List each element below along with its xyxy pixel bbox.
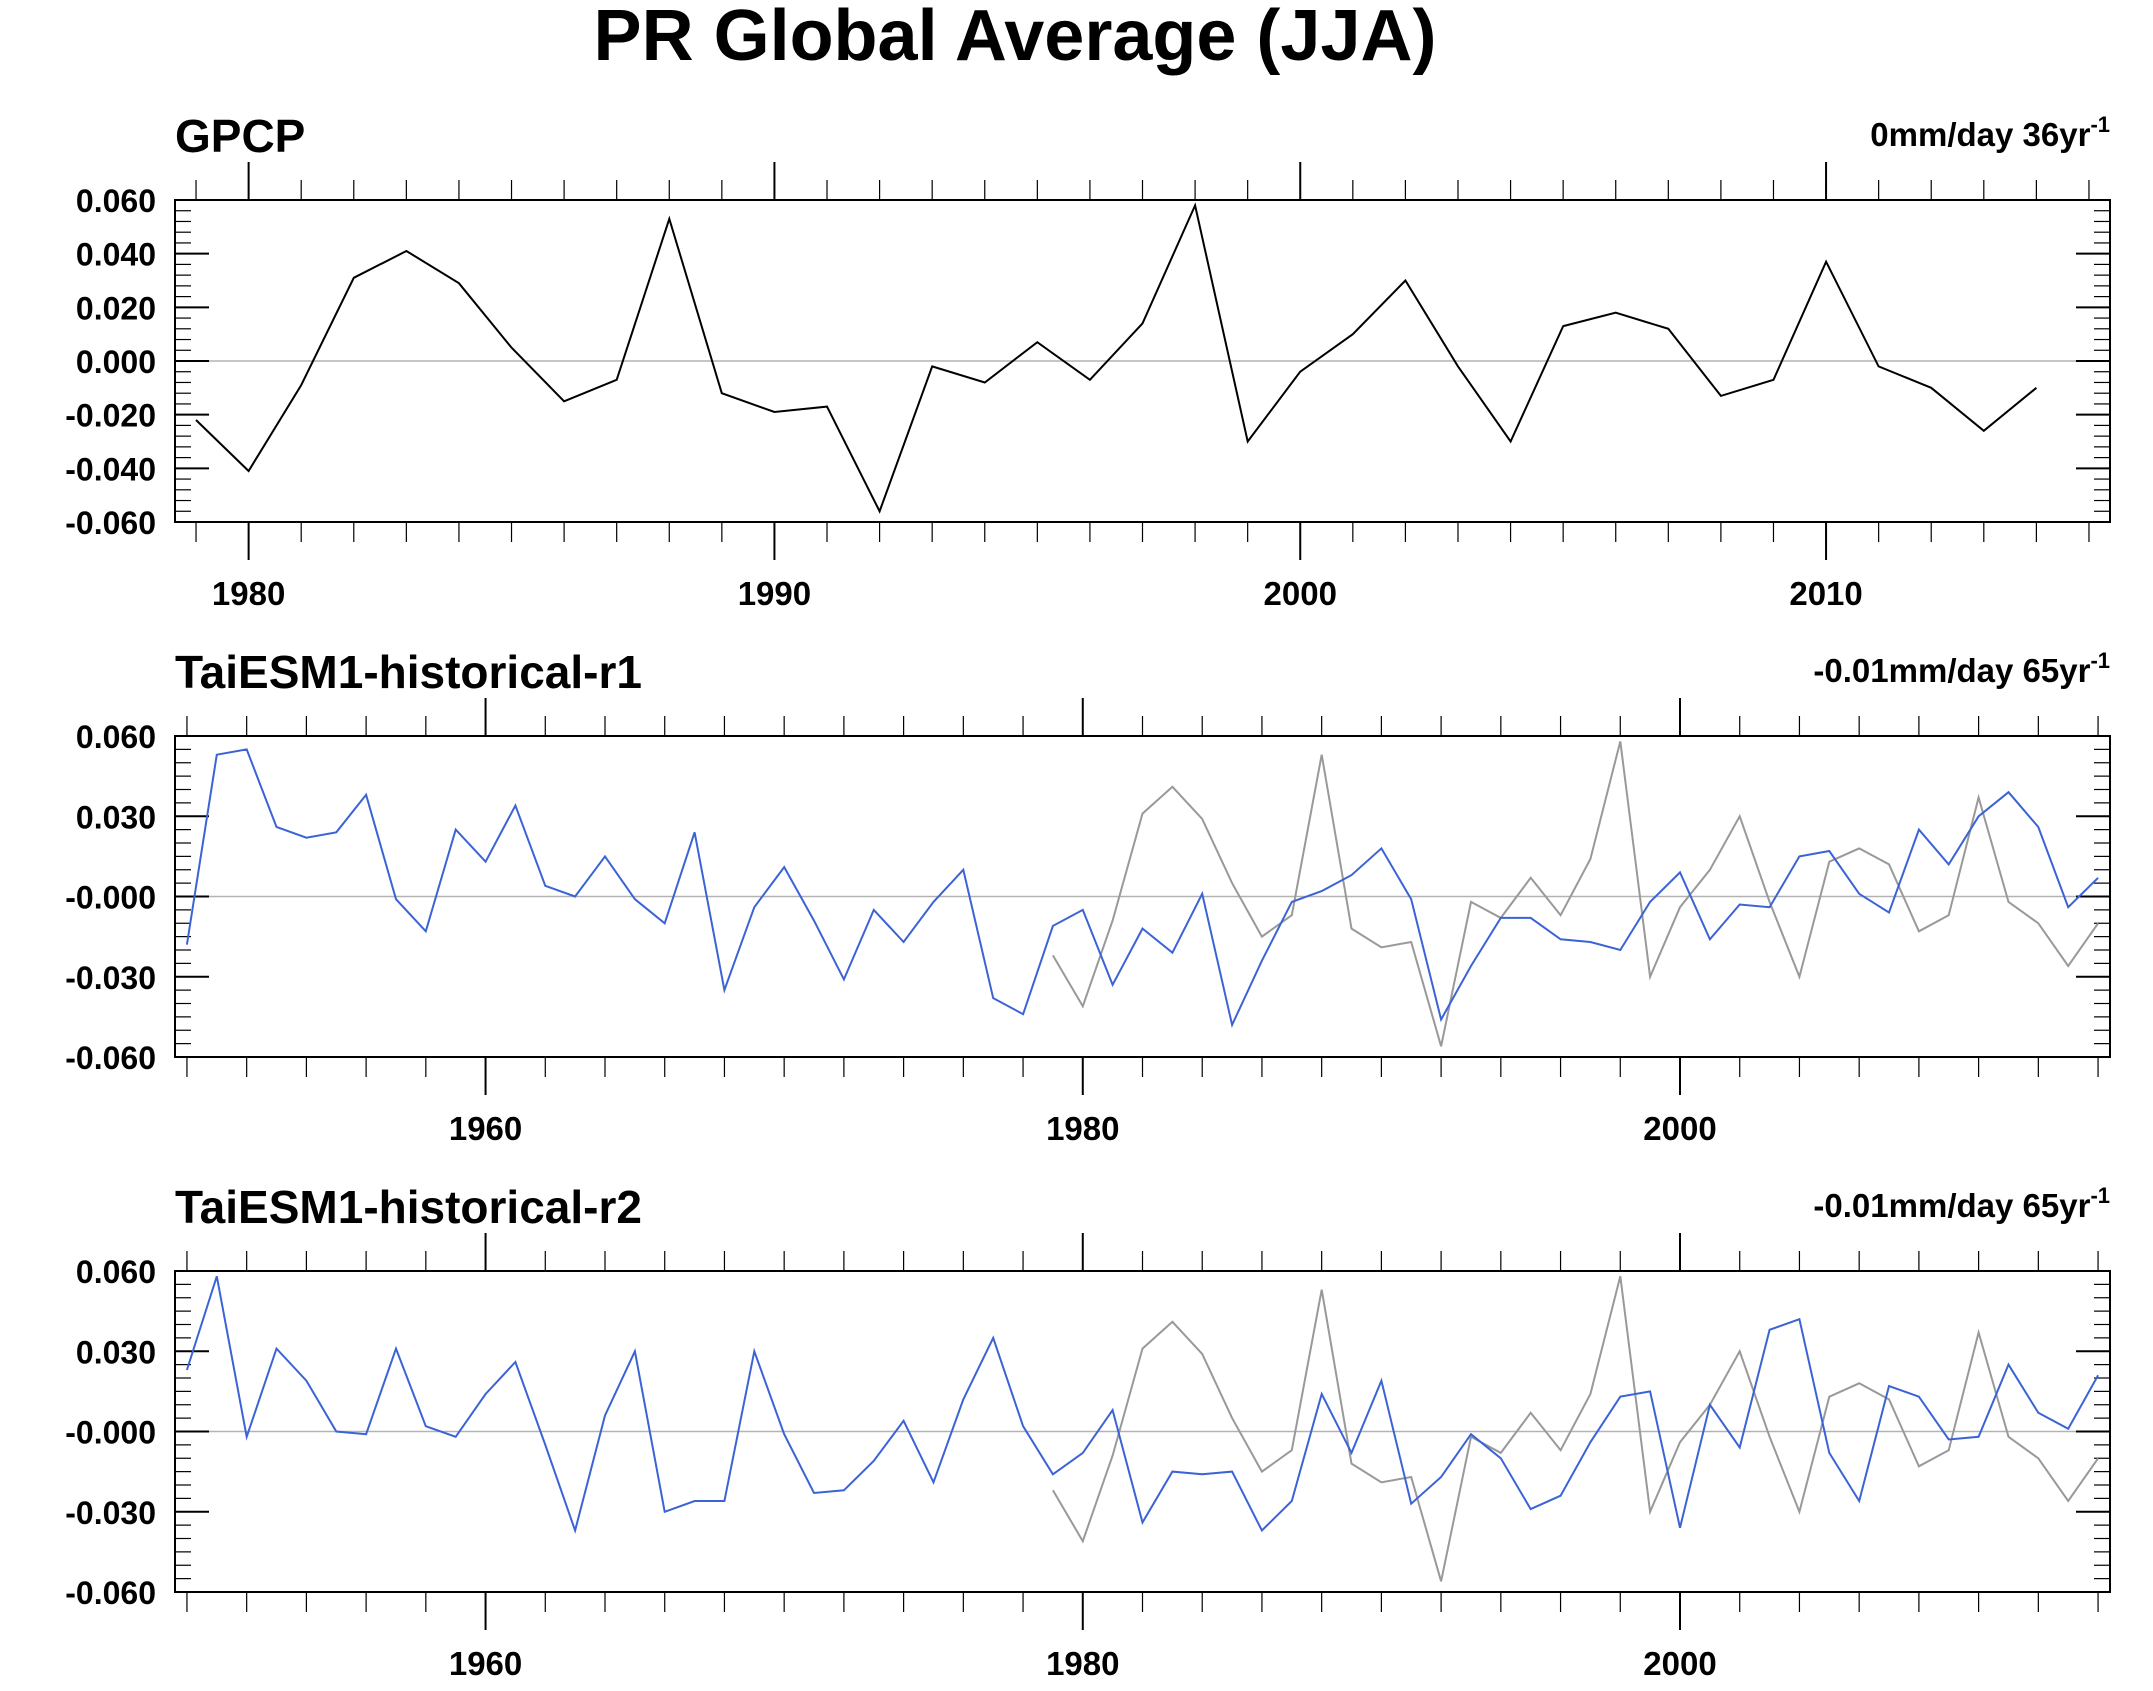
panel-title: TaiESM1-historical-r2 — [175, 1181, 642, 1233]
panels-container: GPCP 0mm/day 36yr-10.0600.0400.0200.000-0… — [65, 110, 2111, 1682]
y-tick-label: -0.060 — [65, 1575, 156, 1611]
trend-label: 0mm/day 36yr-1 — [1870, 112, 2110, 153]
observed-series-line — [1052, 741, 2099, 1047]
trend-label-text: -0.01mm/day 65yr — [1813, 1187, 2090, 1224]
x-tick-label: 2000 — [1643, 1645, 1716, 1682]
trend-label: -0.01mm/day 65yr-1 — [1813, 1183, 2110, 1224]
chart-panel-3: TaiESM1-historical-r2 -0.01mm/day 65yr-1 0… — [65, 1181, 2111, 1682]
chart-panel-2: TaiESM1-historical-r1 -0.01mm/day 65yr-1 0… — [65, 646, 2111, 1147]
panel-title: GPCP — [175, 110, 305, 162]
y-tick-label: -0.000 — [65, 1415, 156, 1451]
x-tick-label: 2000 — [1643, 1110, 1716, 1147]
x-tick-label: 2010 — [1789, 575, 1862, 612]
y-tick-label: 0.030 — [76, 1334, 156, 1370]
model-series-line — [185, 1275, 2099, 1534]
y-tick-label: 0.000 — [76, 344, 156, 380]
y-tick-label: 0.020 — [76, 290, 156, 326]
model-series-line — [195, 202, 2038, 514]
y-tick-label: -0.030 — [65, 960, 156, 996]
y-tick-label: -0.030 — [65, 1495, 156, 1531]
model-series-line — [185, 748, 2099, 1028]
y-tick-label: -0.000 — [65, 880, 156, 916]
panel-title: TaiESM1-historical-r1 — [175, 646, 642, 698]
trend-label-text: -0.01mm/day 65yr — [1813, 652, 2090, 689]
x-tick-label: 1980 — [1046, 1110, 1119, 1147]
x-tick-label: 1960 — [449, 1110, 522, 1147]
x-tick-label: 1960 — [449, 1645, 522, 1682]
chart-panel-1: GPCP 0mm/day 36yr-1 0.060 0.040 0.020 0.000 -0… — [65, 110, 2111, 612]
y-tick-label: 0.060 — [76, 183, 156, 219]
x-tick-label: 2000 — [1264, 575, 1337, 612]
trend-label-text: 0mm/day 36yr — [1870, 116, 2090, 153]
y-tick-label: -0.040 — [65, 451, 156, 487]
x-tick-label: 1990 — [738, 575, 811, 612]
y-tick-label: 0.030 — [76, 799, 156, 835]
y-tick-label: 0.060 — [76, 1254, 156, 1290]
y-tick-label: -0.020 — [65, 398, 156, 434]
trend-label-superscript: -1 — [2090, 648, 2110, 673]
trend-label: -0.01mm/day 65yr-1 — [1813, 648, 2110, 689]
y-tick-label: -0.060 — [65, 505, 156, 541]
trend-label-superscript: -1 — [2090, 112, 2110, 137]
trend-label-superscript: -1 — [2090, 1183, 2110, 1208]
y-tick-label: 0.040 — [76, 237, 156, 273]
x-tick-label: 1980 — [1046, 1645, 1119, 1682]
figure-title: PR Global Average (JJA) — [594, 0, 1437, 76]
plot-frame — [174, 199, 2111, 523]
plot-frame — [174, 1270, 2111, 1593]
observed-series-line — [1052, 1276, 2099, 1582]
x-tick-label: 1980 — [212, 575, 285, 612]
plot-frame — [174, 735, 2111, 1058]
y-tick-label: -0.060 — [65, 1040, 156, 1076]
y-tick-label: 0.060 — [76, 719, 156, 755]
